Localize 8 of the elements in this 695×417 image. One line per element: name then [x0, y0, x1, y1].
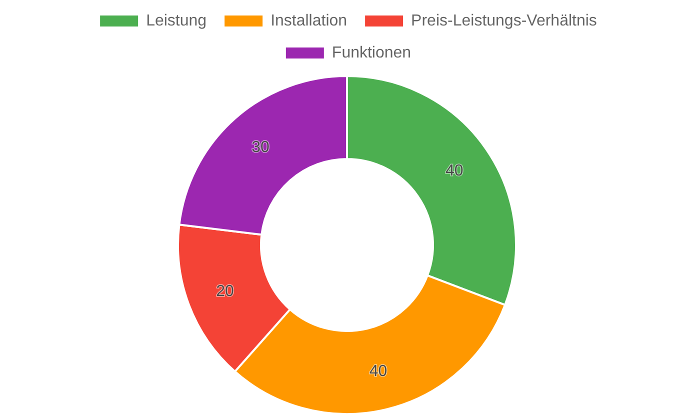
data-label: 40 — [369, 363, 388, 380]
data-label: 30 — [252, 138, 270, 156]
legend-label: Funktionen — [332, 44, 412, 62]
legend-label: Leistung — [146, 12, 207, 30]
data-label: 20 — [216, 282, 234, 300]
legend-label: Installation — [270, 12, 348, 30]
data-label: 40 — [446, 162, 464, 180]
legend-label: Preis-Leistungs-Verhältnis — [411, 12, 597, 30]
